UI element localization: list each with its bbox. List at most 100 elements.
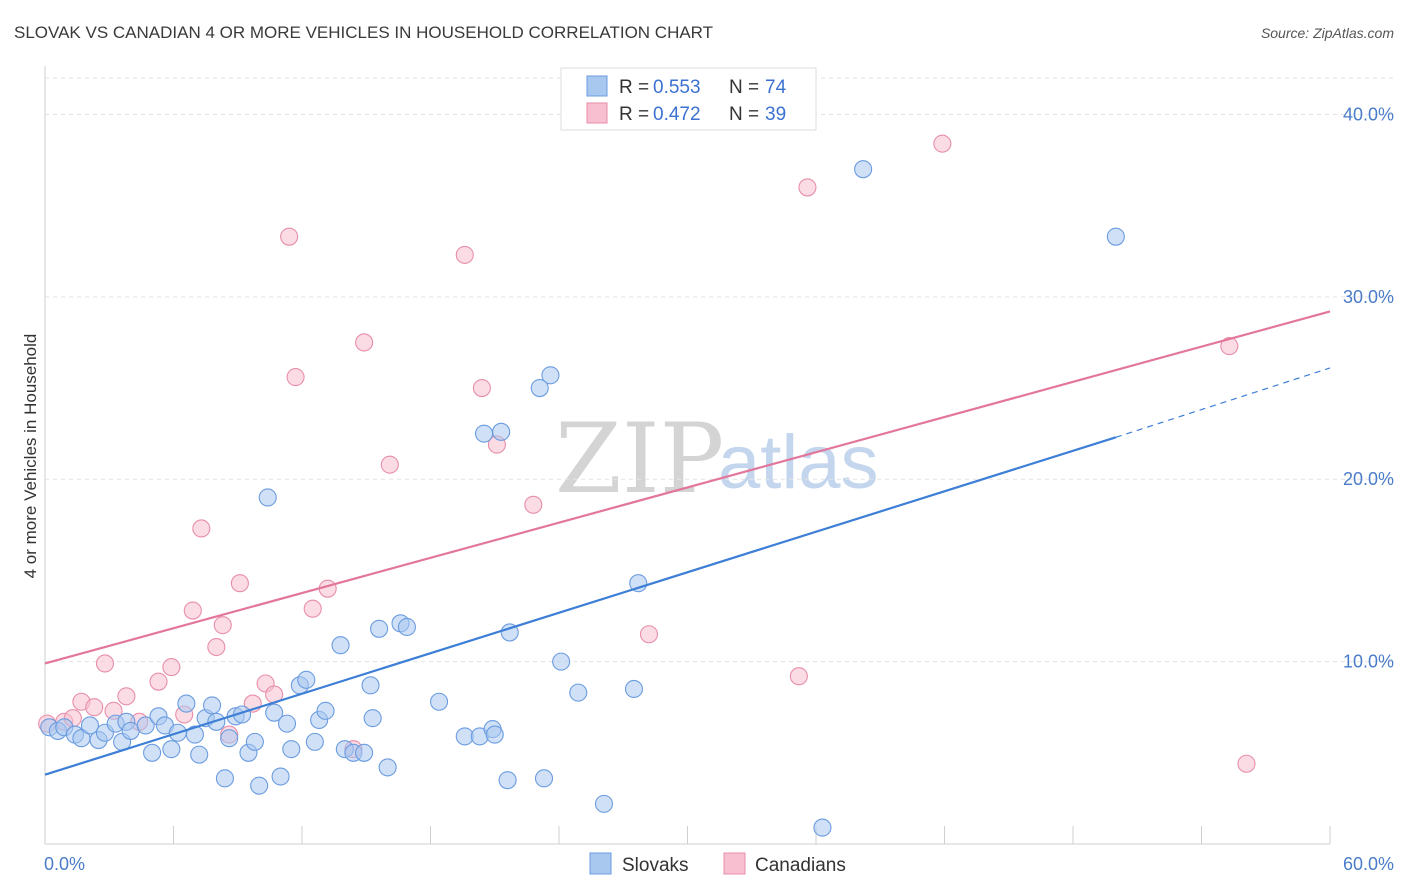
x-tick-label-max: 60.0%	[1343, 854, 1394, 874]
slovak-point	[594, 794, 614, 813]
slovak-point	[1106, 227, 1125, 246]
slovaks-trend-extension	[1115, 367, 1331, 438]
slovak-point	[245, 732, 264, 751]
legend-n-label-canadians: N =	[729, 104, 759, 125]
y-tick-labels: 10.0% 20.0% 30.0% 40.0%	[1343, 104, 1394, 671]
canadian-point	[207, 637, 226, 657]
slovak-point	[552, 652, 571, 671]
canadian-point	[162, 658, 181, 677]
slovak-point	[397, 617, 416, 637]
slovak-point	[305, 732, 324, 751]
slovak-point	[250, 776, 269, 795]
canadian-point	[639, 625, 659, 644]
slovak-point	[492, 422, 511, 441]
bottom-legend-label-canadians: Canadians	[755, 855, 846, 876]
slovak-point	[121, 721, 140, 740]
slovaks-trend-line	[44, 436, 1117, 776]
y-tick-label: 30.0%	[1343, 287, 1394, 307]
canadian-point	[355, 333, 374, 352]
slovak-point	[190, 745, 209, 764]
canadian-point	[117, 687, 136, 706]
canadian-point	[933, 134, 952, 153]
y-axis-label: 4 or more Vehicles in Household	[21, 334, 40, 579]
legend-n-value-canadians: 39	[765, 104, 786, 125]
legend-r-value-slovaks: 0.553	[653, 77, 701, 98]
slovak-point	[271, 767, 290, 786]
source-label: Source: ZipAtlas.com	[1261, 25, 1394, 41]
y-tick-label: 40.0%	[1343, 104, 1394, 124]
canadian-point	[798, 178, 817, 197]
slovak-point	[80, 716, 100, 735]
slovak-point	[162, 740, 181, 759]
y-tick-label: 10.0%	[1343, 652, 1394, 672]
legend-r-label-canadians: R =	[619, 104, 649, 125]
scatter-points	[38, 134, 1256, 837]
slovak-point	[370, 619, 389, 638]
legend-r-label-slovaks: R =	[619, 77, 649, 98]
canadian-point	[85, 698, 104, 717]
legend-series: Slovaks Canadians	[589, 852, 846, 876]
slovak-point	[813, 818, 832, 837]
slovak-point	[378, 758, 397, 777]
slovak-point	[215, 769, 234, 788]
slovak-point	[258, 488, 277, 507]
canadian-point	[95, 654, 115, 673]
canadian-point	[524, 495, 543, 514]
canadian-point	[1220, 337, 1239, 356]
slovak-point	[530, 378, 549, 398]
legend-stats: R = 0.553 N = 74 R = 0.472 N = 39	[560, 67, 817, 131]
legend-n-label-slovaks: N =	[729, 77, 759, 98]
slovak-point	[854, 160, 873, 179]
slovak-point	[355, 743, 374, 762]
canadian-point	[472, 378, 491, 398]
slovak-point	[143, 743, 162, 762]
slovak-point	[316, 701, 335, 720]
slovak-point	[500, 623, 519, 642]
trend-lines	[44, 310, 1331, 776]
legend-swatch-slovaks	[586, 75, 608, 97]
canadian-point	[149, 672, 168, 691]
legend-n-value-slovaks: 74	[765, 77, 787, 98]
slovak-point	[265, 703, 284, 722]
slovak-point	[474, 424, 494, 443]
slovak-point	[297, 670, 316, 689]
y-tick-label: 20.0%	[1343, 469, 1394, 489]
slovak-point	[361, 676, 380, 695]
watermark-zip: ZIP	[555, 403, 724, 515]
grid	[45, 77, 1394, 663]
slovak-point	[624, 679, 644, 699]
slovak-point	[569, 683, 588, 702]
canadian-point	[183, 601, 202, 620]
canadian-point	[213, 616, 232, 635]
slovak-point	[177, 694, 196, 713]
slovak-point	[363, 709, 382, 728]
slovak-point	[282, 740, 301, 759]
slovak-point	[203, 696, 222, 715]
x-tick-label-min: 0.0%	[44, 854, 85, 874]
bottom-legend-swatch-canadians	[723, 852, 746, 875]
watermark-atlas: atlas	[718, 420, 879, 505]
slovak-point	[541, 366, 560, 385]
canadian-point	[286, 368, 305, 387]
slovak-point	[220, 729, 239, 748]
bottom-legend-swatch-slovaks	[589, 852, 612, 875]
canadian-point	[280, 227, 299, 246]
slovak-point	[185, 725, 204, 744]
canadian-point	[1237, 754, 1256, 773]
chart-title: SLOVAK VS CANADIAN 4 OR MORE VEHICLES IN…	[14, 23, 713, 42]
canadian-point	[380, 455, 399, 474]
canadian-point	[303, 599, 322, 618]
slovak-point	[534, 769, 554, 788]
axes	[44, 66, 1331, 845]
canadians-trend-line	[44, 310, 1331, 665]
slovak-point	[136, 716, 155, 735]
canadian-point	[455, 245, 474, 264]
slovak-point	[498, 771, 517, 790]
canadian-point	[230, 574, 249, 593]
canadian-point	[789, 667, 808, 686]
slovak-point	[430, 692, 449, 711]
slovak-point	[277, 714, 297, 733]
slovak-point	[331, 636, 350, 655]
canadian-point	[192, 519, 211, 538]
